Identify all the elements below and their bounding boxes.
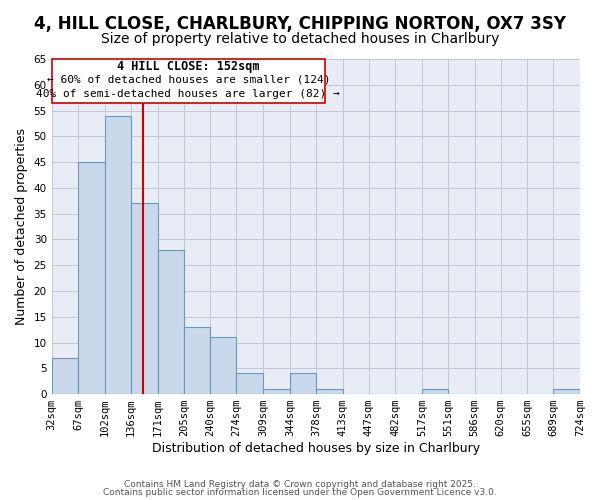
Bar	[263, 389, 290, 394]
Bar	[131, 204, 158, 394]
Text: Size of property relative to detached houses in Charlbury: Size of property relative to detached ho…	[101, 32, 499, 46]
Text: ← 60% of detached houses are smaller (124): ← 60% of detached houses are smaller (12…	[47, 74, 330, 85]
Y-axis label: Number of detached properties: Number of detached properties	[15, 128, 28, 325]
Bar	[52, 358, 79, 394]
Bar	[290, 374, 316, 394]
Text: 4, HILL CLOSE, CHARLBURY, CHIPPING NORTON, OX7 3SY: 4, HILL CLOSE, CHARLBURY, CHIPPING NORTO…	[34, 15, 566, 33]
X-axis label: Distribution of detached houses by size in Charlbury: Distribution of detached houses by size …	[152, 442, 480, 455]
Text: 40% of semi-detached houses are larger (82) →: 40% of semi-detached houses are larger (…	[37, 89, 340, 99]
Bar	[316, 389, 343, 394]
Text: Contains public sector information licensed under the Open Government Licence v3: Contains public sector information licen…	[103, 488, 497, 497]
Bar	[158, 250, 184, 394]
Bar	[184, 327, 211, 394]
Text: Contains HM Land Registry data © Crown copyright and database right 2025.: Contains HM Land Registry data © Crown c…	[124, 480, 476, 489]
Bar	[105, 116, 131, 394]
Bar	[79, 162, 105, 394]
Bar	[553, 389, 580, 394]
Text: 4 HILL CLOSE: 152sqm: 4 HILL CLOSE: 152sqm	[117, 60, 260, 72]
FancyBboxPatch shape	[52, 59, 325, 103]
Bar	[236, 374, 263, 394]
Bar	[422, 389, 448, 394]
Bar	[211, 338, 236, 394]
